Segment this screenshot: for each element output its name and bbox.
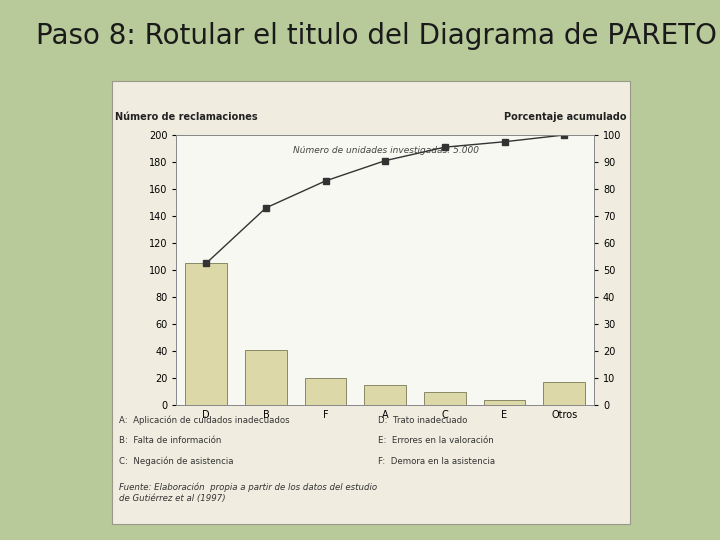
Bar bbox=[305, 378, 346, 405]
Text: A:  Aplicación de cuidados inadecuados: A: Aplicación de cuidados inadecuados bbox=[119, 416, 289, 426]
Text: B:  Falta de información: B: Falta de información bbox=[119, 436, 221, 446]
Bar bbox=[364, 384, 406, 405]
Text: Fuente: Elaboración  propia a partir de los datos del estudio
de Gutiérrez et al: Fuente: Elaboración propia a partir de l… bbox=[119, 483, 377, 503]
Text: C:  Negación de asistencia: C: Negación de asistencia bbox=[119, 457, 233, 467]
Text: Número de reclamaciones: Número de reclamaciones bbox=[115, 111, 258, 122]
Bar bbox=[424, 392, 466, 405]
Bar bbox=[484, 400, 526, 405]
Text: Porcentaje acumulado: Porcentaje acumulado bbox=[504, 111, 626, 122]
Bar bbox=[544, 382, 585, 405]
Text: D:  Trato inadecuado: D: Trato inadecuado bbox=[378, 416, 467, 425]
Text: F:  Demora en la asistencia: F: Demora en la asistencia bbox=[378, 457, 495, 466]
Text: Paso 8: Rotular el titulo del Diagrama de PARETO: Paso 8: Rotular el titulo del Diagrama d… bbox=[36, 22, 717, 50]
Bar bbox=[245, 350, 287, 405]
Text: E:  Errores en la valoración: E: Errores en la valoración bbox=[378, 436, 494, 446]
Bar bbox=[185, 263, 227, 405]
Text: Número de unidades investigadas: 5.000: Número de unidades investigadas: 5.000 bbox=[293, 146, 480, 155]
